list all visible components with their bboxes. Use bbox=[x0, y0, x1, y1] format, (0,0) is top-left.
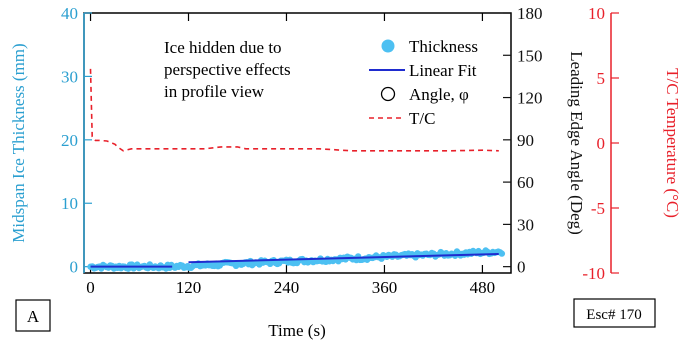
angle-tick-label: 150 bbox=[517, 46, 543, 65]
left-y-tick-label: 10 bbox=[61, 194, 78, 213]
temperature-tick-label: 5 bbox=[597, 69, 606, 88]
temperature-axis-title: T/C Temperature (°C) bbox=[663, 68, 682, 218]
angle-tick-label: 30 bbox=[517, 215, 534, 234]
temperature-tick-label: 0 bbox=[597, 134, 606, 153]
panel-label-text: A bbox=[27, 307, 40, 326]
angle-tick-label: 120 bbox=[517, 89, 543, 108]
legend-tc-label: T/C bbox=[409, 109, 435, 128]
temperature-tick-label: 10 bbox=[588, 4, 605, 23]
x-axis-title: Time (s) bbox=[268, 321, 325, 340]
left-y-tick-label: 40 bbox=[61, 4, 78, 23]
x-tick-label: 240 bbox=[274, 278, 300, 297]
linear-fit-segment bbox=[188, 252, 499, 264]
legend: Thickness Linear Fit Angle, φ T/C bbox=[369, 37, 478, 128]
x-tick-label: 360 bbox=[372, 278, 398, 297]
panel-label-box: A bbox=[15, 299, 51, 332]
legend-angle-label: Angle, φ bbox=[409, 85, 469, 104]
left-y-tick-label: 20 bbox=[61, 131, 78, 150]
angle-tick-label: 90 bbox=[517, 131, 534, 150]
temperature-tick-label: -10 bbox=[582, 264, 605, 283]
left-y-axis-title: Midspan Ice Thickness (mm) bbox=[9, 43, 28, 242]
left-y-tick-label: 30 bbox=[61, 67, 78, 86]
note-line-1: Ice hidden due to bbox=[164, 38, 282, 57]
angle-tick-label: 60 bbox=[517, 173, 534, 192]
annotation-note: Ice hidden due to perspective effects in… bbox=[164, 38, 291, 101]
legend-thickness-label: Thickness bbox=[409, 37, 478, 56]
temperature-tick-label: -5 bbox=[591, 199, 605, 218]
left-y-tick-label: 0 bbox=[70, 258, 79, 277]
legend-thickness-marker bbox=[381, 39, 395, 53]
run-label-box: Esc# 170 bbox=[573, 298, 656, 328]
tc-temperature-line bbox=[89, 68, 499, 152]
x-tick-label: 120 bbox=[176, 278, 202, 297]
legend-angle-marker bbox=[380, 86, 396, 102]
thickness-point bbox=[498, 250, 506, 257]
run-label-frame bbox=[573, 298, 656, 328]
data-layer bbox=[87, 68, 506, 272]
x-tick-label: 480 bbox=[470, 278, 496, 297]
angle-tick-label: 180 bbox=[517, 4, 543, 23]
panel-label-frame bbox=[15, 299, 51, 332]
note-line-3: in profile view bbox=[164, 82, 265, 101]
legend-fit-label: Linear Fit bbox=[409, 61, 477, 80]
x-tick-label: 0 bbox=[86, 278, 95, 297]
note-line-2: perspective effects bbox=[164, 60, 291, 79]
angle-axis-title: Leading Edge Angle (Deg) bbox=[567, 51, 586, 235]
run-label-text: Esc# 170 bbox=[586, 307, 641, 323]
ticks-layer: 0 120 240 360 480 0 10 20 30 40 0 30 60 90 120 150 180 -1… bbox=[61, 4, 619, 297]
angle-tick-label: 0 bbox=[517, 258, 526, 277]
